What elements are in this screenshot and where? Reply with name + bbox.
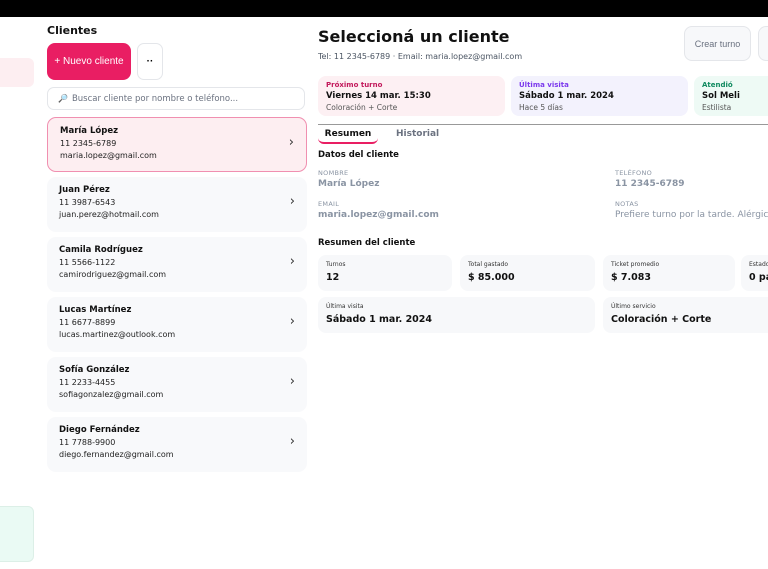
page-title: Seleccioná un cliente	[318, 27, 510, 46]
background-panel	[0, 506, 34, 562]
more-options-button[interactable]: ··	[137, 43, 163, 80]
client-phone: 11 6677-8899	[59, 318, 116, 327]
clients-heading: Clientes	[47, 24, 98, 37]
client-name: Diego Fernández	[59, 425, 140, 435]
card-value: Viernes 14 mar. 15:30	[326, 91, 431, 101]
client-phone: 11 2345-6789	[60, 139, 117, 148]
chevron-right-icon: ›	[288, 135, 294, 150]
top-bar	[0, 0, 768, 17]
client-phone: 11 2233-4455	[59, 378, 116, 387]
attended-by-card: Atendió Sol Meli Estilista	[694, 76, 768, 116]
stat-value: $ 85.000	[468, 272, 515, 283]
stat-value: $ 7.083	[611, 272, 651, 283]
chevron-right-icon: ›	[289, 194, 295, 209]
client-data-heading: Datos del cliente	[318, 150, 399, 160]
card-value: Sábado 1 mar. 2024	[519, 91, 614, 101]
notes-value: Prefiere turno por la tarde. Alérgica al	[615, 210, 768, 220]
summary-stat-card: Estado 0 pa	[741, 255, 768, 291]
client-phone: 11 7788-9900	[59, 438, 116, 447]
card-sub: Hace 5 días	[519, 103, 563, 112]
client-email: juan.perez@hotmail.com	[59, 210, 159, 219]
client-email: diego.fernandez@gmail.com	[59, 450, 174, 459]
stat-value: 12	[326, 272, 340, 283]
search-icon: 🔎	[58, 94, 68, 103]
summary-stat-card: Último servicio Coloración + Corte	[603, 297, 768, 333]
stat-label: Último servicio	[611, 303, 656, 310]
client-list-item[interactable]: Lucas Martínez 11 6677-8899 lucas.martin…	[47, 297, 307, 352]
create-appointment-button[interactable]: Crear turno	[684, 26, 751, 61]
client-phone: 11 3987-6543	[59, 198, 116, 207]
summary-stat-card: Total gastado $ 85.000	[460, 255, 595, 291]
client-name: Juan Pérez	[59, 185, 110, 195]
stat-label: Total gastado	[468, 261, 509, 268]
last-visit-card: Última visita Sábado 1 mar. 2024 Hace 5 …	[511, 76, 688, 116]
client-list-item[interactable]: Camila Rodríguez 11 5566-1122 camirodrig…	[47, 237, 307, 292]
stat-label: Turnos	[326, 261, 346, 268]
client-email: lucas.martinez@outlook.com	[59, 330, 176, 339]
stat-label: Estado	[749, 261, 768, 268]
client-contact-line: Tel: 11 2345-6789 · Email: maria.lopez@g…	[318, 52, 523, 61]
client-phone: 11 5566-1122	[59, 258, 116, 267]
summary-stat-card: Ticket promedio $ 7.083	[603, 255, 735, 291]
chevron-right-icon: ›	[289, 374, 295, 389]
stat-value: Sábado 1 mar. 2024	[326, 314, 433, 325]
client-name: Sofía González	[59, 365, 130, 375]
client-list-item[interactable]: Diego Fernández 11 7788-9900 diego.ferna…	[47, 417, 307, 472]
phone-label: TELÉFONO	[615, 169, 653, 177]
client-email: camirodriguez@gmail.com	[59, 270, 167, 279]
client-name: Lucas Martínez	[59, 305, 132, 315]
client-list-item[interactable]: Juan Pérez 11 3987-6543 juan.perez@hotma…	[47, 177, 307, 232]
chevron-right-icon: ›	[289, 314, 295, 329]
name-label: NOMBRE	[318, 169, 349, 177]
email-value: maria.lopez@gmail.com	[318, 210, 439, 220]
card-label: Atendió	[702, 81, 733, 89]
card-label: Próximo turno	[326, 81, 383, 89]
new-client-button[interactable]: + Nuevo cliente	[47, 43, 131, 80]
card-label: Última visita	[519, 81, 569, 89]
tab-historial[interactable]: Historial	[396, 129, 440, 139]
summary-stat-card: Turnos 12	[318, 255, 452, 291]
client-email: sofiagonzalez@gmail.com	[59, 390, 164, 399]
card-sub: Coloración + Corte	[326, 103, 398, 112]
client-list-item[interactable]: Sofía González 11 2233-4455 sofiagonzale…	[47, 357, 307, 412]
summary-stat-card: Última visita Sábado 1 mar. 2024	[318, 297, 595, 333]
next-appointment-card: Próximo turno Viernes 14 mar. 15:30 Colo…	[318, 76, 505, 116]
stat-value: Coloración + Corte	[611, 314, 712, 325]
stat-label: Ticket promedio	[611, 261, 660, 268]
summary-heading: Resumen del cliente	[318, 238, 416, 248]
client-email: maria.lopez@gmail.com	[60, 151, 157, 160]
search-input[interactable]: 🔎 Buscar cliente por nombre o teléfono..…	[47, 87, 305, 110]
tab-resumen[interactable]: Resumen	[318, 129, 378, 144]
chevron-right-icon: ›	[289, 254, 295, 269]
secondary-action-button[interactable]	[758, 26, 768, 61]
background-panel	[0, 58, 34, 87]
chevron-right-icon: ›	[289, 434, 295, 449]
client-name: María López	[60, 126, 119, 136]
client-name: Camila Rodríguez	[59, 245, 143, 255]
search-placeholder: Buscar cliente por nombre o teléfono...	[71, 93, 239, 104]
stat-value: 0 pa	[749, 272, 768, 283]
notes-label: NOTAS	[615, 200, 639, 208]
phone-value: 11 2345-6789	[615, 179, 685, 189]
divider	[318, 124, 768, 125]
card-sub: Estilista	[702, 103, 732, 112]
client-list-item[interactable]: María López 11 2345-6789 maria.lopez@gma…	[47, 117, 307, 172]
card-value: Sol Meli	[702, 91, 740, 101]
stat-label: Última visita	[326, 303, 364, 310]
email-label: EMAIL	[318, 200, 340, 208]
name-value: María López	[318, 179, 380, 189]
